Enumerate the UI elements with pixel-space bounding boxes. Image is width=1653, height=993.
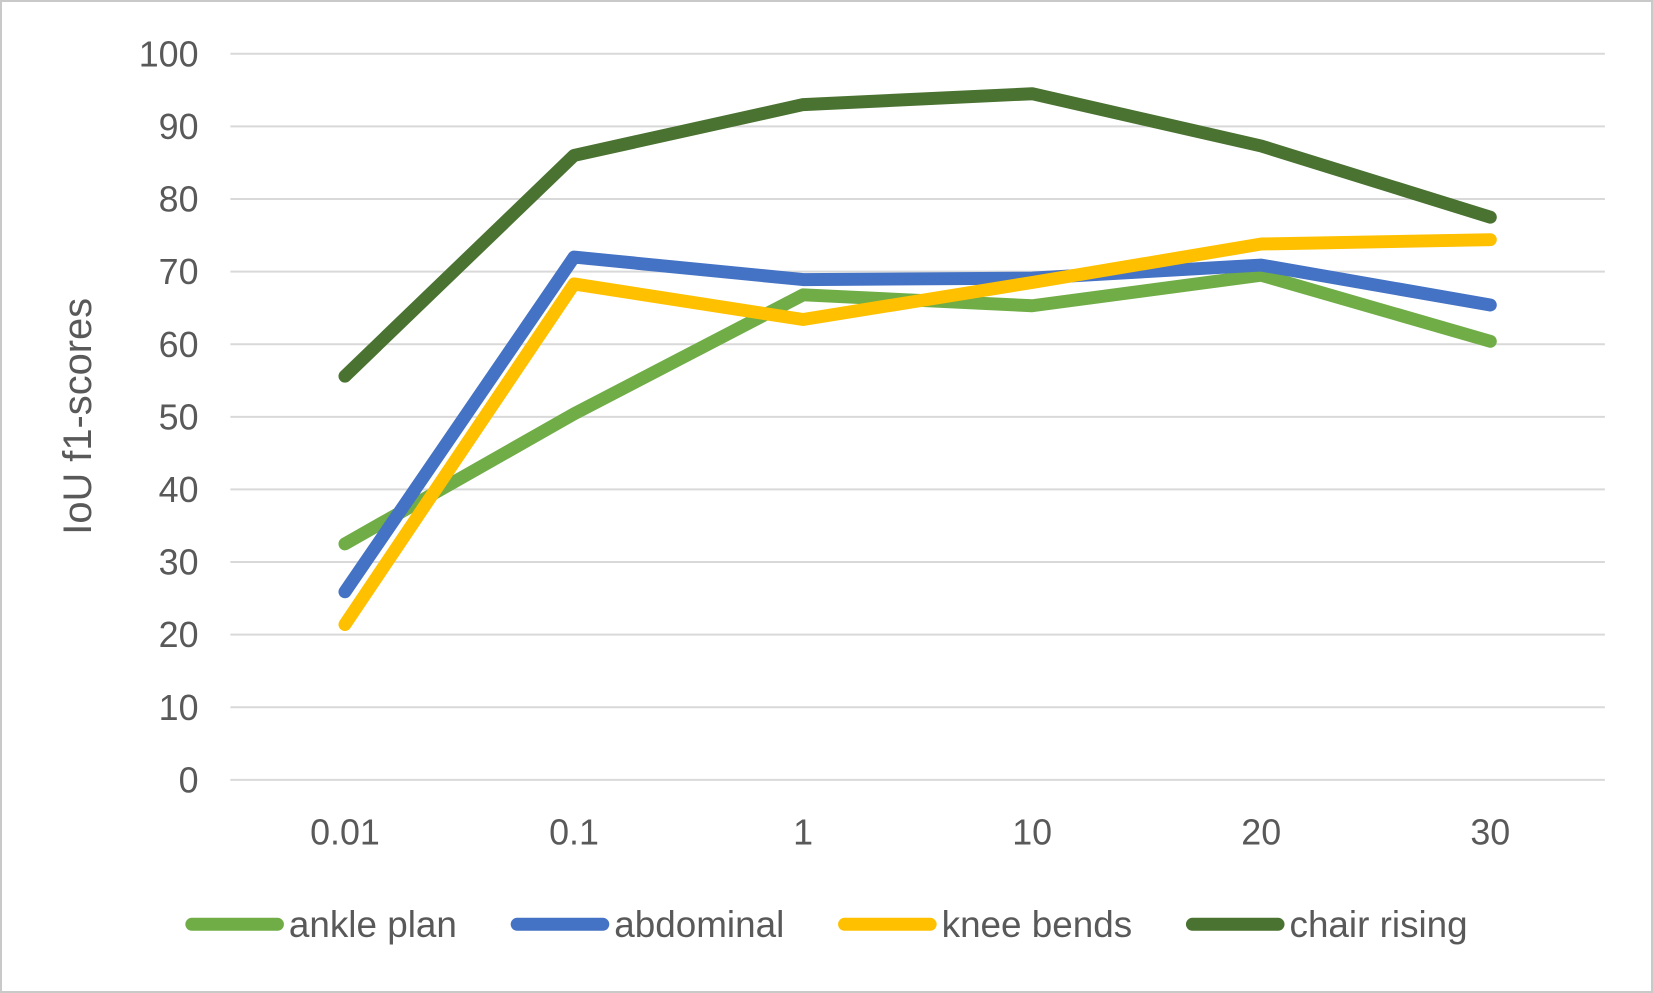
legend-label-abdominal: abdominal: [614, 904, 784, 945]
axis-labels-group: 0 10 20 30 40 50 60 70 80 90 100 0.01 0.1 1 10 20 30: [139, 34, 1511, 852]
series-line-chair-rising: [338, 87, 1497, 383]
legend: ankle plan abdominal knee bends chair risin…: [185, 904, 1468, 945]
y-tick-label-20: 20: [159, 615, 199, 655]
x-tick-label-20: 20: [1241, 813, 1281, 853]
y-tick-label-90: 90: [159, 107, 199, 147]
y-tick-label-60: 60: [159, 325, 199, 365]
y-tick-label-50: 50: [159, 397, 199, 437]
y-tick-label-80: 80: [159, 180, 199, 220]
legend-swatch-ankle-plan: [185, 917, 284, 931]
y-tick-label-0: 0: [179, 760, 199, 800]
y-tick-label-70: 70: [159, 252, 199, 292]
series-line-knee-bends: [338, 233, 1497, 631]
series-lines-group: [338, 87, 1497, 631]
x-tick-label-1: 1: [793, 813, 813, 853]
legend-item-chair-rising: chair rising: [1185, 904, 1468, 945]
y-axis-title: IoU f1-scores: [56, 298, 100, 535]
x-tick-label-0.1: 0.1: [549, 813, 599, 853]
legend-item-ankle-plan: ankle plan: [185, 904, 457, 945]
legend-swatch-knee-bends: [838, 917, 937, 931]
legend-item-abdominal: abdominal: [510, 904, 784, 945]
legend-swatch-abdominal: [510, 917, 610, 931]
x-tick-label-10: 10: [1012, 813, 1052, 853]
x-tick-label-30: 30: [1470, 813, 1510, 853]
x-tick-label-0.01: 0.01: [310, 813, 380, 853]
legend-label-knee-bends: knee bends: [942, 904, 1133, 945]
legend-label-chair-rising: chair rising: [1290, 904, 1468, 945]
series-line-abdominal: [338, 250, 1497, 599]
y-tick-label-40: 40: [159, 470, 199, 510]
gridlines-group: [230, 52, 1605, 781]
y-tick-label-10: 10: [159, 688, 199, 728]
y-tick-label-100: 100: [139, 34, 199, 74]
legend-label-ankle-plan: ankle plan: [289, 904, 457, 945]
series-line-ankle-plan: [338, 268, 1497, 551]
legend-swatch-chair-rising: [1185, 917, 1285, 931]
y-tick-label-30: 30: [159, 543, 199, 583]
legend-item-knee-bends: knee bends: [838, 904, 1132, 945]
